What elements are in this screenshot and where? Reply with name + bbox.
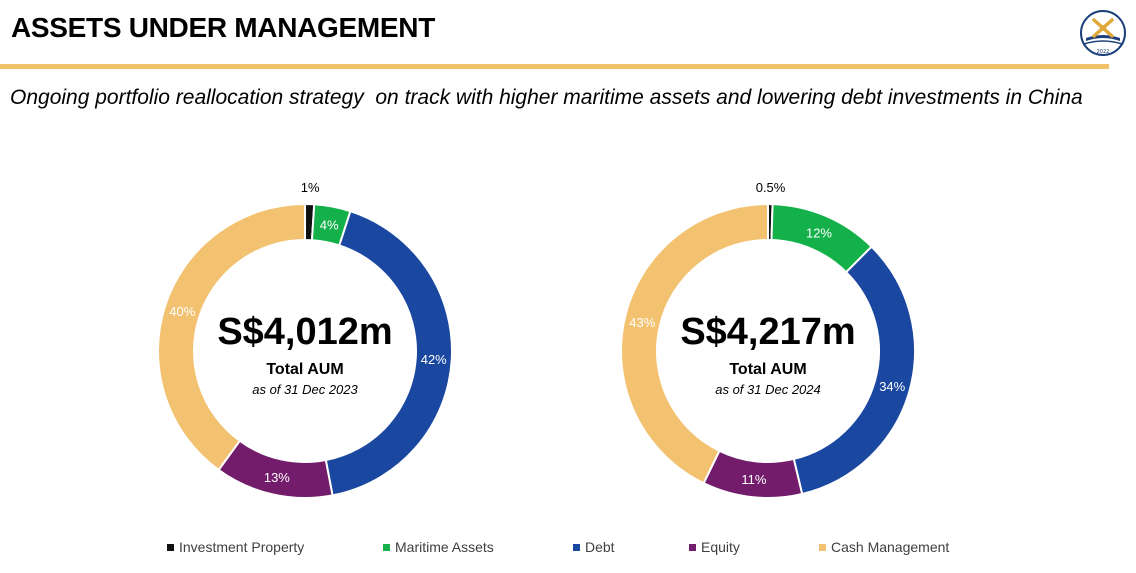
company-logo-icon: 2022 [1080,10,1126,56]
page-subtitle: Ongoing portfolio reallocation strategy … [10,86,1083,109]
legend-swatch [167,543,174,551]
donut-svg-2024: 0.5% 12% 34% 11% 43% [620,180,916,499]
logo-year: 2022 [1097,49,1110,55]
legend-label: Investment Property [179,539,305,555]
slice-label-debt-2023: 42% [421,352,447,367]
legend-label: Maritime Assets [395,539,494,555]
slice-label-investment-property-2024: 0.5% [756,180,786,195]
slice-label-equity-2024: 11% [741,472,766,487]
donut-chart-2023: 1% 4% 42% 13% 40% S$4,012m Total AUM as of 3… [145,170,465,510]
legend-item-maritime-assets: Maritime Assets [383,539,494,555]
legend-item-cash-management: Cash Management [819,539,949,555]
total-aum-value-2023: S$4,012m [217,311,393,353]
donut-svg-2023: 1% 4% 42% 13% 40% [157,180,453,499]
slice-label-investment-property-2023: 1% [301,180,320,195]
as-of-date-2024: as of 31 Dec 2024 [715,382,821,397]
donut-slice-cash-management-2023 [157,202,306,472]
total-aum-value-2024: S$4,217m [680,311,856,353]
slice-label-maritime-assets-2024: 12% [806,226,832,241]
donut-chart-2024: 0.5% 12% 34% 11% 43% S$4,217m Total AUM as o… [608,170,928,510]
legend-item-equity: Equity [689,539,740,555]
page-title: ASSETS UNDER MANAGEMENT [11,12,436,43]
slice-label-debt-2024: 34% [879,379,905,394]
legend-swatch [819,543,826,551]
legend-item-debt: Debt [573,539,615,555]
legend-swatch [689,543,696,551]
header-divider [0,64,1109,69]
total-aum-label-2024: Total AUM [729,361,807,378]
chart-legend: Investment Property Maritime Assets Debt… [0,539,1136,559]
total-aum-label-2023: Total AUM [266,361,344,378]
slice-label-cash-management-2023: 40% [169,304,195,319]
legend-swatch [573,543,580,551]
slice-label-cash-management-2024: 43% [629,315,655,330]
legend-label: Cash Management [831,539,950,555]
legend-swatch [383,543,390,551]
slice-label-equity-2023: 13% [264,470,290,485]
donut-slice-cash-management-2024 [620,202,769,485]
slice-label-maritime-assets-2023: 4% [320,217,339,232]
donut-slice-debt-2023 [324,209,453,497]
as-of-date-2023: as of 31 Dec 2023 [252,382,358,397]
legend-item-investment-property: Investment Property [167,539,304,555]
legend-label: Equity [701,539,740,555]
legend-label: Debt [585,539,615,555]
